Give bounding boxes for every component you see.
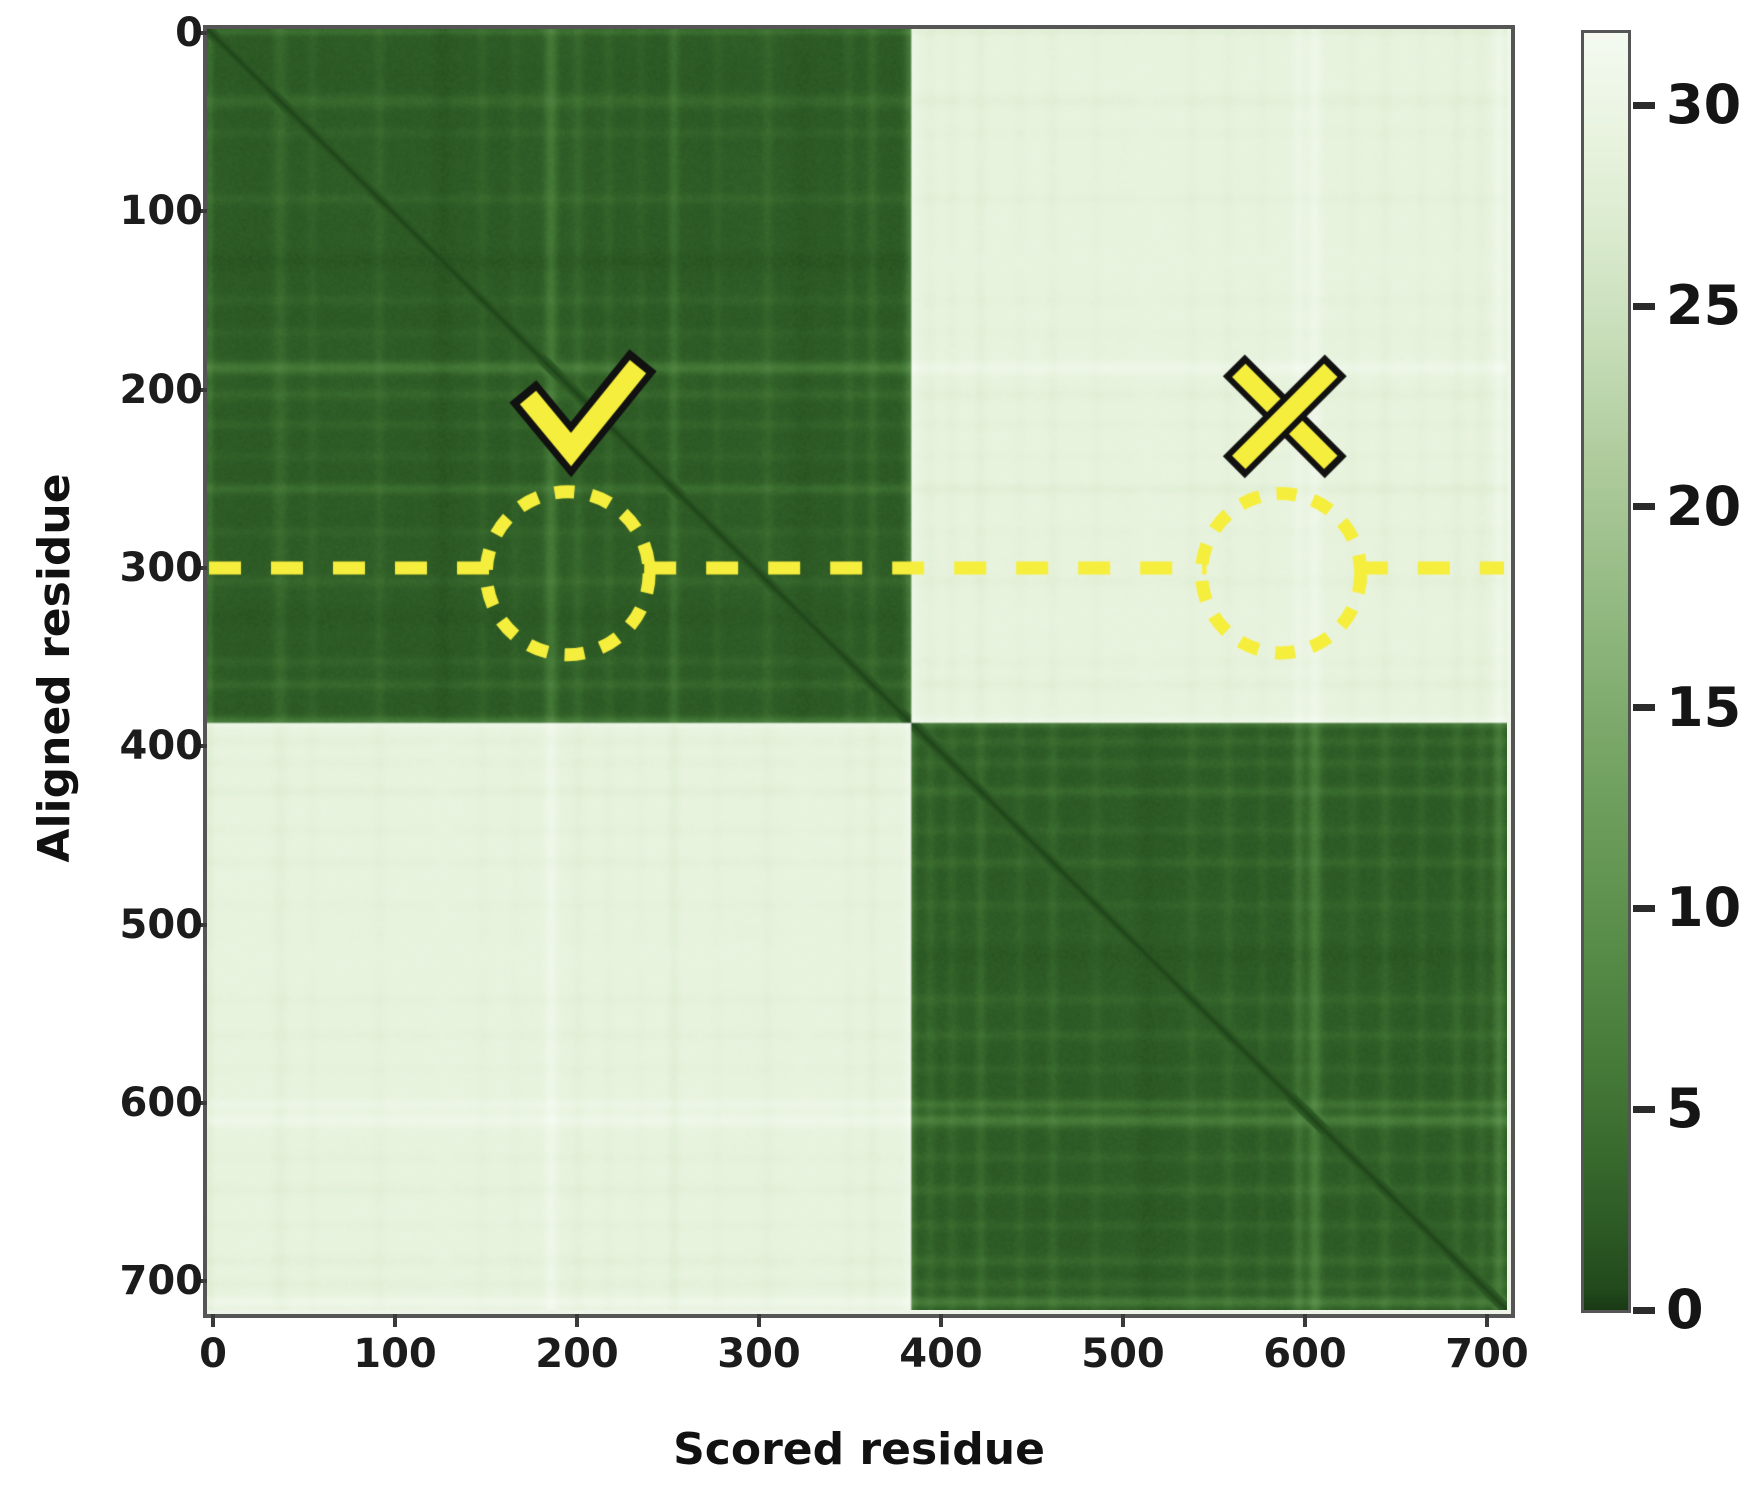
y-tick-label: 0: [175, 10, 203, 56]
y-tick-label: 600: [119, 1079, 204, 1126]
x-tick-label: 600: [1263, 1331, 1347, 1377]
y-tick-mark: [194, 1100, 207, 1105]
colorbar-tick-label: 0: [1666, 1278, 1704, 1341]
x-tick-label: 100: [353, 1331, 437, 1377]
x-tick-mark: [1485, 1314, 1489, 1327]
y-tick-label: 400: [119, 723, 204, 770]
y-tick-mark: [194, 565, 207, 570]
x-tick-mark: [757, 1314, 761, 1327]
x-tick-label: 0: [199, 1331, 227, 1377]
x-tick-mark: [575, 1314, 579, 1327]
colorbar-tick-mark: [1633, 302, 1655, 310]
y-tick-label: 300: [119, 544, 204, 591]
y-tick-label: 500: [119, 901, 204, 948]
colorbar-tick-mark: [1633, 1306, 1655, 1314]
y-tick-label: 200: [119, 366, 204, 413]
colorbar-tick-label: 30: [1666, 73, 1742, 137]
x-tick-label: 300: [717, 1331, 801, 1377]
y-axis-label: Aligned residue: [29, 473, 80, 863]
y-tick-mark: [194, 744, 207, 749]
x-tick-label: 200: [535, 1331, 619, 1377]
y-tick-mark: [194, 31, 207, 35]
x-tick-label: 400: [899, 1331, 983, 1377]
y-tick-mark: [194, 387, 207, 392]
y-tick-label: 700: [119, 1258, 204, 1305]
colorbar-tick-label: 10: [1666, 876, 1742, 940]
x-tick-mark: [1303, 1314, 1307, 1327]
x-axis-label: Scored residue: [673, 1424, 1045, 1475]
colorbar-tick-mark: [1633, 101, 1655, 109]
colorbar-tick-label: 5: [1666, 1077, 1704, 1141]
annotation-overlay-canvas: [207, 29, 1507, 1310]
y-tick-mark: [194, 922, 207, 927]
colorbar-tick-label: 20: [1666, 474, 1742, 538]
x-tick-label: 500: [1081, 1331, 1165, 1377]
colorbar-tick-label: 25: [1666, 274, 1742, 338]
heatmap-frame: [203, 25, 1515, 1318]
x-tick-mark: [1121, 1314, 1125, 1327]
y-tick-mark: [194, 209, 207, 214]
x-tick-label: 700: [1445, 1331, 1529, 1377]
colorbar-tick-mark: [1633, 1105, 1655, 1113]
x-tick-mark: [939, 1314, 943, 1327]
colorbar-frame: [1581, 30, 1631, 1313]
colorbar-gradient-canvas: [1584, 33, 1628, 1310]
colorbar-tick-mark: [1633, 503, 1655, 511]
colorbar-tick-label: 15: [1666, 675, 1742, 739]
x-tick-mark: [393, 1314, 397, 1327]
y-tick-mark: [194, 1279, 207, 1284]
colorbar-tick-mark: [1633, 904, 1655, 912]
x-tick-mark: [211, 1314, 215, 1327]
y-tick-label: 100: [119, 188, 204, 235]
colorbar-tick-mark: [1633, 704, 1655, 712]
